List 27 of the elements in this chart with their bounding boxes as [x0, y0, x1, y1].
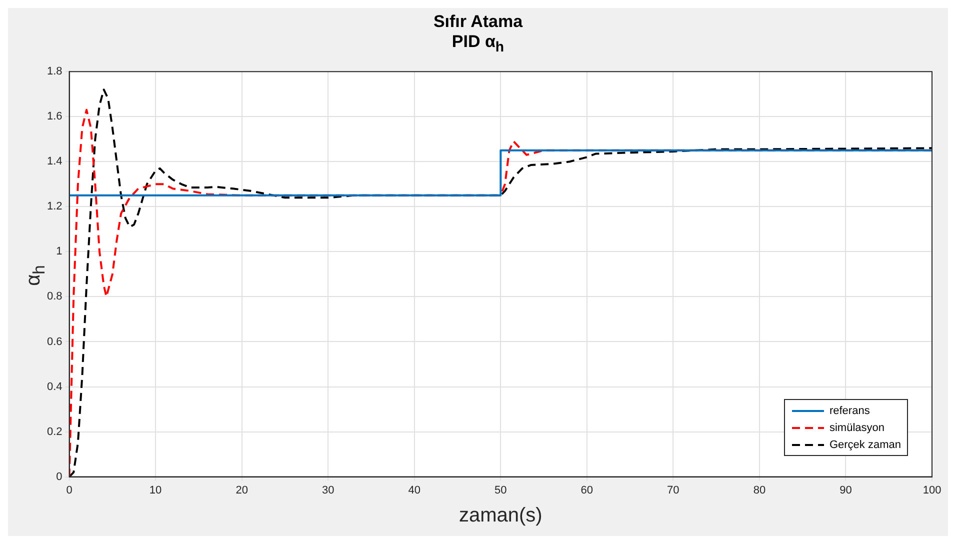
y-tick-label: 1.8: [46, 66, 62, 78]
x-axis-title: zaman(s): [458, 504, 542, 527]
x-tick-label: 40: [408, 484, 420, 496]
chart-subtitle: PID α$_{h}$: [450, 32, 506, 56]
x-tick-label: 0: [66, 484, 72, 496]
x-tick-label: 60: [580, 484, 594, 496]
legend-label: referans: [829, 404, 870, 416]
x-tick-label: 50: [494, 484, 507, 496]
x-tick-label: 70: [667, 484, 680, 496]
y-tick-label: 1.4: [46, 156, 62, 168]
y-tick-label: 1.6: [46, 110, 62, 123]
x-tick-label: 90: [840, 484, 852, 496]
chart-title: Sıfır Atama: [432, 12, 524, 32]
x-tick-label: 20: [236, 484, 248, 496]
y-tick-label: 0.8: [46, 290, 62, 303]
legend-label: Gerçek zaman: [829, 438, 901, 450]
x-tick-label: 30: [322, 484, 334, 496]
y-tick-label: 0.2: [46, 426, 62, 438]
y-tick-label: 0: [56, 470, 62, 483]
y-tick-label: 1: [56, 246, 62, 258]
y-tick-label: 1.2: [46, 200, 62, 213]
y-tick-label: 0.4: [46, 380, 62, 393]
legend-label: simülasyon: [829, 422, 884, 434]
y-tick-label: 0.6: [46, 336, 62, 348]
x-tick-label: 80: [753, 484, 766, 496]
x-tick-label: 100: [922, 484, 942, 496]
x-tick-label: 10: [149, 484, 162, 496]
